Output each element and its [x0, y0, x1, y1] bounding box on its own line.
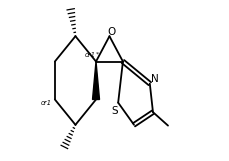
Text: O: O [106, 27, 115, 37]
Text: or1: or1 [41, 100, 52, 106]
Text: *: * [96, 52, 99, 57]
Text: N: N [151, 74, 158, 84]
Text: S: S [110, 106, 117, 116]
Text: or1: or1 [85, 52, 95, 58]
Polygon shape [92, 62, 99, 99]
